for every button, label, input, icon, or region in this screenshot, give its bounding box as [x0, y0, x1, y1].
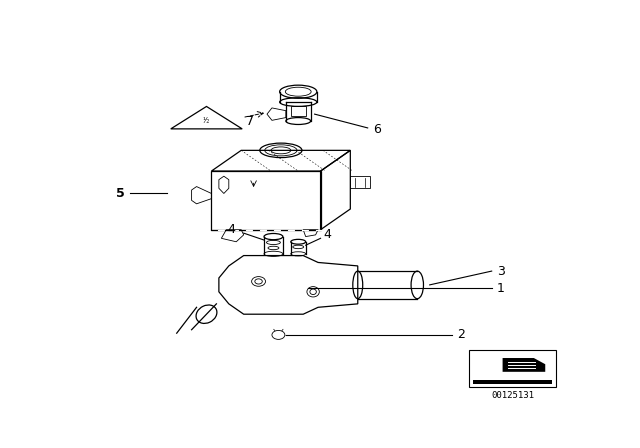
Text: 4: 4 — [227, 223, 236, 236]
Text: 4: 4 — [323, 228, 331, 241]
Bar — [469, 350, 556, 387]
Text: 6: 6 — [372, 123, 381, 136]
Text: 3: 3 — [497, 265, 504, 278]
Bar — [474, 380, 552, 384]
Text: ¹⁄₂: ¹⁄₂ — [203, 117, 210, 125]
Text: 7: 7 — [246, 115, 254, 128]
Text: 2: 2 — [457, 328, 465, 341]
Text: 1: 1 — [497, 282, 504, 295]
Text: 5: 5 — [116, 187, 125, 200]
Text: 00125131: 00125131 — [492, 391, 534, 400]
Polygon shape — [502, 358, 545, 372]
